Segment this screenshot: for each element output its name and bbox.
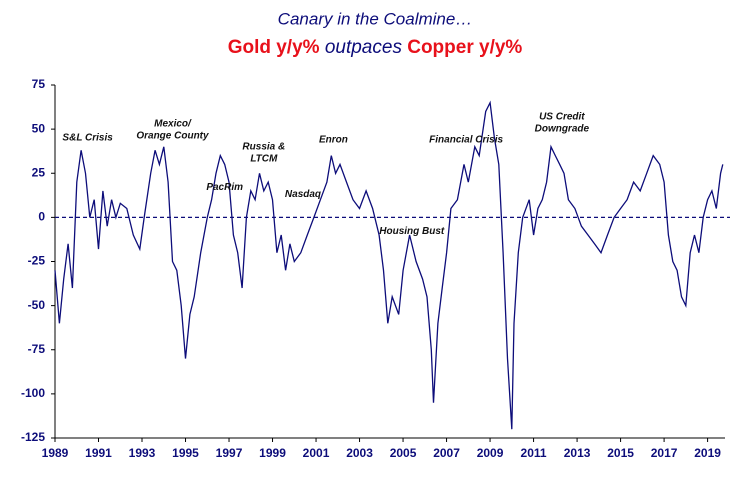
x-tick-label: 2003 [346, 446, 373, 460]
x-tick-label: 2015 [607, 446, 634, 460]
x-tick-label: 1995 [172, 446, 199, 460]
annotation: Housing Bust [379, 226, 445, 237]
annotation: Financial Crisis [429, 134, 503, 145]
y-tick-label: -125 [21, 430, 45, 444]
data-line [54, 100, 724, 430]
y-tick-label: 25 [32, 165, 46, 179]
x-tick-label: 1989 [42, 446, 69, 460]
x-tick-label: 2007 [433, 446, 460, 460]
y-tick-label: -75 [28, 342, 46, 356]
x-tick-label: 2001 [303, 446, 330, 460]
x-tick-label: 2009 [477, 446, 504, 460]
annotation: Russia & [242, 141, 285, 152]
annotation: Mexico/ [154, 118, 192, 129]
x-tick-label: 1991 [85, 446, 112, 460]
y-tick-label: -50 [28, 298, 46, 312]
x-tick-label: 1999 [259, 446, 286, 460]
x-tick-label: 2017 [651, 446, 678, 460]
x-tick-label: 1997 [216, 446, 243, 460]
x-tick-label: 2019 [694, 446, 721, 460]
annotation: Orange County [136, 130, 209, 141]
annotation: Enron [319, 134, 348, 145]
subtitle-part: outpaces [320, 37, 408, 58]
annotation: S&L Crisis [62, 133, 113, 144]
chart-subtitle: Gold y/y% outpaces Copper y/y% [228, 37, 523, 58]
annotation: US Credit [539, 111, 585, 122]
annotation: Downgrade [535, 123, 590, 134]
x-tick-label: 2005 [390, 446, 417, 460]
y-tick-label: -25 [28, 254, 46, 268]
annotation: Nasdaq [285, 189, 321, 200]
x-tick-label: 1993 [129, 446, 156, 460]
chart-title: Canary in the Coalmine… [278, 9, 473, 28]
x-tick-label: 2013 [564, 446, 591, 460]
subtitle-part: Copper y/y% [407, 37, 522, 58]
y-tick-label: 75 [32, 77, 46, 91]
y-tick-label: 0 [38, 210, 45, 224]
annotation: LTCM [250, 153, 278, 164]
y-tick-label: 50 [32, 121, 46, 135]
subtitle-part: Gold y/y% [228, 37, 320, 58]
y-tick-label: -100 [21, 386, 45, 400]
annotation: PacRim [206, 182, 243, 193]
x-tick-label: 2011 [521, 446, 547, 460]
